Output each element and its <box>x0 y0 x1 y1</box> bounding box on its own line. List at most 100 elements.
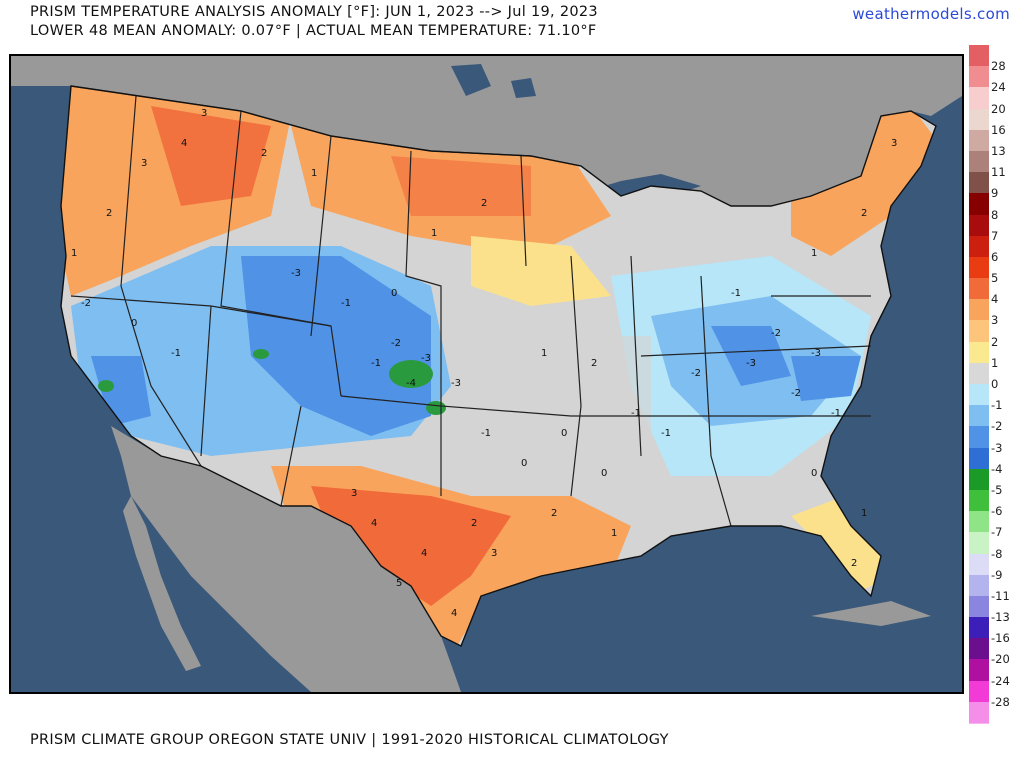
legend-swatch <box>969 659 989 682</box>
anomaly-value-label: -3 <box>421 353 431 364</box>
anomaly-value-label: -1 <box>831 408 841 419</box>
legend-label: 4 <box>991 292 999 307</box>
legend-item: -3 <box>969 426 1019 455</box>
baja-peninsula <box>123 496 201 671</box>
legend-label: 28 <box>991 59 1006 74</box>
anomaly-value-label: 0 <box>811 468 817 479</box>
anomaly-value-label: -1 <box>171 348 181 359</box>
anomaly-value-label: 2 <box>851 558 857 569</box>
legend-swatch <box>969 362 989 385</box>
anomaly-value-label: 3 <box>351 488 357 499</box>
anomaly-value-label: 2 <box>591 358 597 369</box>
legend-item: 16 <box>969 108 1019 137</box>
anomaly-value-label: 0 <box>391 288 397 299</box>
legend-swatch <box>969 45 989 68</box>
legend-swatch <box>969 447 989 470</box>
anomaly-value-label: 2 <box>471 518 477 529</box>
anomaly-value-label: 2 <box>261 148 267 159</box>
anomaly-labels: 3 4 3 2 1 2 1 -2 0 -1 -3 -1 0 -1 -2 -3 -4 -3 -1 0 1 2 3 4 4 2 5 4 3 2… <box>71 108 897 619</box>
legend-label: -28 <box>991 694 1010 709</box>
legend-swatch <box>969 701 989 724</box>
legend-label: -2 <box>991 419 1003 434</box>
map-title-line-2: LOWER 48 MEAN ANOMALY: 0.07°F | ACTUAL M… <box>30 23 597 39</box>
legend-label: 3 <box>991 313 999 328</box>
anomaly-value-label: -1 <box>371 358 381 369</box>
anomaly-value-label: -3 <box>811 348 821 359</box>
legend-item: 11 <box>969 150 1019 179</box>
anomaly-value-label: -3 <box>451 378 461 389</box>
legend-label: 24 <box>991 80 1006 95</box>
anomaly-value-label: 3 <box>201 108 207 119</box>
legend-label: -16 <box>991 631 1010 646</box>
legend-label: 8 <box>991 207 999 222</box>
legend-swatch <box>969 405 989 428</box>
anomaly-value-label: 2 <box>551 508 557 519</box>
legend-swatch <box>969 150 989 174</box>
legend-swatch <box>969 638 989 661</box>
legend-item: 3 <box>969 299 1019 327</box>
legend-item: 8 <box>969 193 1019 222</box>
anomaly-value-label: 1 <box>811 248 817 259</box>
legend-swatch <box>969 341 989 364</box>
legend-item: -28 <box>969 680 1019 709</box>
legend-label: -20 <box>991 652 1010 667</box>
legend-item: 1 <box>969 341 1019 370</box>
brand-link[interactable]: weathermodels.com <box>852 5 1010 23</box>
legend-label: -6 <box>991 504 1003 519</box>
legend-item: 6 <box>969 235 1019 264</box>
legend-swatch <box>969 278 989 301</box>
anomaly-value-label: -3 <box>746 358 756 369</box>
anomaly-value-label: 2 <box>481 198 487 209</box>
anomaly-value-label: -1 <box>661 428 671 439</box>
anomaly-value-label: 1 <box>431 228 437 239</box>
legend-swatch <box>969 384 989 407</box>
legend-swatch <box>969 617 989 640</box>
legend-item: 24 <box>969 66 1019 94</box>
legend-swatch <box>969 511 989 534</box>
map-title-line-1: PRISM TEMPERATURE ANALYSIS ANOMALY [°F]:… <box>30 4 598 20</box>
anomaly-value-label: -1 <box>631 408 641 419</box>
anomaly-value-label: 0 <box>521 458 527 469</box>
anomaly-value-label: 4 <box>421 548 427 559</box>
anomaly-map: 3 4 3 2 1 2 1 -2 0 -1 -3 -1 0 -1 -2 -3 -4 -3 -1 0 1 2 3 4 4 2 5 4 3 2… <box>9 54 964 694</box>
legend-swatch <box>969 235 989 258</box>
anomaly-value-label: 1 <box>611 528 617 539</box>
legend-item: -24 <box>969 659 1019 688</box>
anomaly-value-label: -2 <box>691 368 701 379</box>
legend-label: 13 <box>991 143 1006 158</box>
legend-label: 1 <box>991 355 999 370</box>
legend-item: 4 <box>969 278 1019 306</box>
legend-item: -20 <box>969 638 1019 666</box>
legend-item: -4 <box>969 447 1019 476</box>
anomaly-value-label: 0 <box>131 318 137 329</box>
legend-item: -13 <box>969 595 1019 624</box>
legend-swatch <box>969 108 989 131</box>
legend-item: 5 <box>969 256 1019 285</box>
legend-item: -5 <box>969 468 1019 497</box>
anomaly-value-label: 1 <box>861 508 867 519</box>
legend-label: -5 <box>991 482 1003 497</box>
legend-item: 2 <box>969 320 1019 349</box>
legend-swatch <box>969 299 989 322</box>
legend-item: 13 <box>969 129 1019 158</box>
legend-swatch <box>969 87 989 110</box>
legend-label: 2 <box>991 334 999 349</box>
legend-swatch <box>969 320 989 343</box>
anomaly-value-label: 1 <box>71 248 77 259</box>
us-outline <box>60 85 937 647</box>
anomaly-value-label: -4 <box>406 378 416 389</box>
anomaly-value-label: -2 <box>791 388 801 399</box>
legend-label: -3 <box>991 440 1003 455</box>
anomaly-value-label: 2 <box>106 208 112 219</box>
anomaly-value-label: -1 <box>731 288 741 299</box>
legend-label: -8 <box>991 546 1003 561</box>
anomaly-value-label: -2 <box>771 328 781 339</box>
credit-footer: PRISM CLIMATE GROUP OREGON STATE UNIV | … <box>30 732 669 748</box>
legend-label: 5 <box>991 271 999 286</box>
legend-item: -11 <box>969 574 1019 603</box>
anomaly-value-label: 4 <box>371 518 377 529</box>
anomaly-value-label: 2 <box>861 208 867 219</box>
legend-swatch <box>969 489 989 513</box>
legend-swatch <box>969 214 989 237</box>
canada-land <box>11 56 962 206</box>
